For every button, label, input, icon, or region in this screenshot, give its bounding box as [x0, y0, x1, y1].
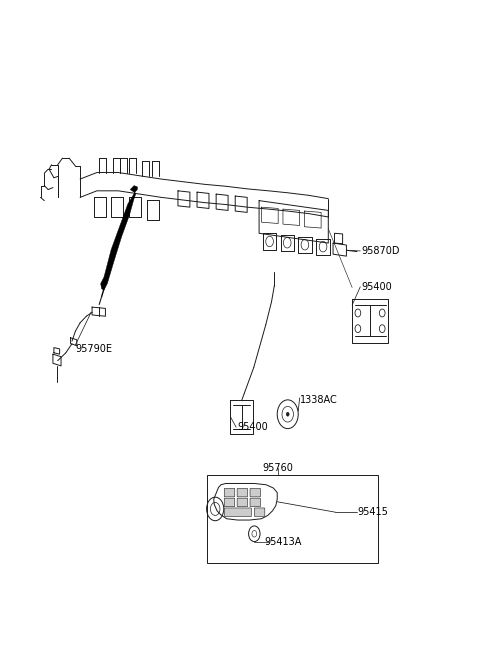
Text: 95415: 95415 [357, 507, 388, 517]
FancyBboxPatch shape [254, 508, 265, 516]
Polygon shape [101, 186, 137, 290]
Text: 95413A: 95413A [264, 537, 301, 546]
FancyBboxPatch shape [224, 498, 235, 506]
FancyBboxPatch shape [224, 488, 235, 497]
Text: 95870D: 95870D [362, 246, 400, 256]
Text: 95790E: 95790E [75, 344, 112, 354]
Text: 95760: 95760 [263, 463, 294, 474]
FancyBboxPatch shape [250, 498, 261, 506]
Text: 95400: 95400 [238, 422, 268, 432]
FancyBboxPatch shape [237, 488, 248, 497]
FancyBboxPatch shape [224, 508, 252, 516]
FancyBboxPatch shape [250, 488, 261, 497]
FancyBboxPatch shape [237, 498, 248, 506]
Circle shape [286, 412, 289, 416]
Bar [206, 475, 378, 563]
Text: 95400: 95400 [362, 282, 393, 292]
Polygon shape [214, 483, 277, 520]
Text: 1338AC: 1338AC [300, 395, 337, 405]
